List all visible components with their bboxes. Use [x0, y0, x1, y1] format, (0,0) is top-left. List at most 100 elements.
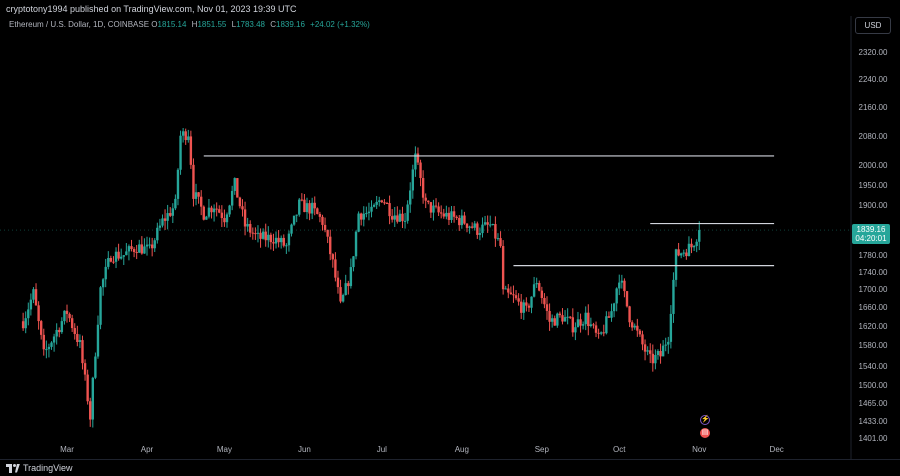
candle-body [489, 224, 492, 226]
candle-body [112, 261, 115, 263]
candle-body [468, 226, 471, 228]
candle-body [212, 208, 216, 213]
candle-body [290, 224, 293, 234]
candle-body [47, 346, 51, 350]
candle-body [78, 340, 82, 342]
candle-body [148, 244, 151, 246]
earnings-flag-icon[interactable]: ▤ [700, 428, 710, 438]
candle-body [207, 207, 211, 217]
idea-icon[interactable]: ⚡ [700, 415, 710, 425]
candle-body [295, 214, 298, 216]
candle-body [210, 207, 213, 213]
chart-area[interactable]: 2320.00 2240.00 2160.00 2080.00 2000.00 1950.… [0, 16, 900, 460]
candle-body [359, 213, 363, 220]
candle-body [70, 318, 74, 329]
candle-body [646, 350, 649, 352]
candle-body [393, 215, 396, 220]
candle-body [313, 202, 316, 209]
y-tick-label: 1620.00 [859, 322, 888, 331]
candle-body [550, 318, 554, 322]
y-tick-label: 1780.00 [859, 251, 888, 260]
candle-body [42, 334, 45, 350]
candle-body [125, 251, 128, 256]
candle-body [339, 287, 342, 302]
candle-body [316, 208, 319, 214]
x-tick-label: Mar [60, 445, 74, 454]
candle-body [571, 317, 575, 333]
candle-body [414, 153, 417, 170]
candle-body [409, 190, 412, 205]
candle-body [305, 203, 309, 213]
candle-body [357, 213, 360, 232]
candle-body [285, 245, 288, 247]
candle-body [396, 215, 399, 222]
candle-body [375, 201, 378, 205]
candle-body [553, 318, 556, 326]
candle-body [434, 205, 438, 207]
candle-body [507, 288, 510, 293]
candle-body [81, 340, 84, 364]
tradingview-brand: TradingView [23, 463, 73, 473]
candle-body [509, 292, 513, 295]
candle-body [267, 234, 270, 241]
candle-body [519, 301, 523, 313]
candle-body [607, 316, 611, 318]
low-value: 1783.48 [236, 20, 265, 29]
candle-body [130, 246, 133, 250]
candle-body [592, 324, 595, 326]
candle-body [166, 213, 169, 221]
candle-body [34, 289, 38, 306]
candle-body [649, 350, 652, 354]
candle-body [254, 233, 257, 235]
candle-body [664, 344, 667, 346]
candle-body [620, 280, 624, 283]
candle-body [458, 218, 461, 226]
candle-body [63, 310, 66, 322]
candle-body [156, 227, 159, 241]
candle-body [385, 203, 389, 205]
candle-body [545, 304, 549, 311]
candle-body [86, 374, 89, 402]
candle-body [460, 215, 464, 226]
x-tick-label: Jun [298, 445, 311, 454]
candle-body [463, 215, 466, 224]
candle-body [83, 363, 87, 375]
candle-body [612, 303, 616, 312]
candle-body [321, 216, 324, 225]
bar-countdown: 04:20:01 [855, 234, 887, 244]
candle-body [354, 231, 358, 257]
candle-body [199, 196, 203, 207]
candle-body [390, 216, 394, 220]
candle-body [499, 238, 502, 247]
candle-body [455, 216, 458, 219]
candle-body [65, 310, 69, 314]
candle-body [323, 224, 327, 231]
candle-body [318, 213, 322, 217]
candle-body [189, 136, 193, 165]
candle-body [383, 202, 386, 204]
candle-body [158, 225, 162, 228]
y-tick-label: 1580.00 [859, 341, 888, 350]
candle-body [432, 205, 435, 213]
candle-body [171, 208, 175, 216]
candlestick-chart[interactable]: 2320.00 2240.00 2160.00 2080.00 2000.00 1950.… [0, 16, 900, 460]
candle-body [630, 322, 634, 328]
tradingview-logo[interactable]: TradingView [6, 463, 73, 473]
candle-body [581, 324, 585, 326]
candle-body [300, 199, 304, 201]
candle-body [579, 319, 582, 326]
candle-body [138, 244, 141, 253]
candle-body [574, 327, 577, 333]
currency-button[interactable]: USD [855, 17, 891, 34]
candle-body [478, 233, 482, 235]
symbol-title: Ethereum / U.S. Dollar, 1D, COINBASE [9, 20, 150, 29]
candle-body [228, 205, 231, 215]
candle-body [481, 224, 484, 234]
candle-body [530, 296, 533, 308]
candle-body [91, 377, 95, 420]
candle-body [344, 283, 347, 296]
candle-body [202, 206, 205, 220]
candle-body [494, 224, 497, 239]
candle-body [561, 315, 564, 322]
candle-body [269, 234, 273, 243]
